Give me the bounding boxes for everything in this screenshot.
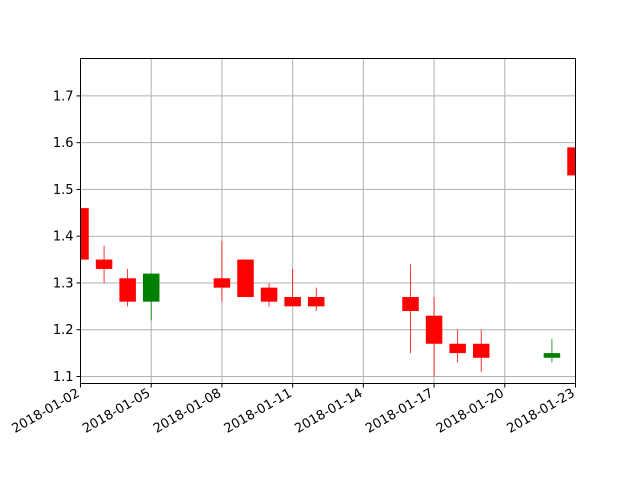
candles [80, 147, 576, 377]
candle [119, 268, 136, 307]
x-tick-label: 2018-01-08 [151, 386, 224, 437]
candle [472, 329, 490, 372]
candle-body [543, 353, 561, 358]
y-tick-label: 1.3 [53, 276, 74, 291]
candle-body [80, 208, 89, 260]
candle [567, 147, 576, 176]
x-tick-label: 2018-01-05 [80, 386, 153, 437]
candle-body [142, 273, 160, 302]
plot-frame [80, 58, 576, 384]
candle-body [213, 278, 231, 288]
x-tick-label: 2018-01-02 [10, 386, 83, 437]
candle [260, 282, 278, 307]
candle-body [237, 259, 254, 297]
candle-body [472, 343, 490, 358]
candle-body [449, 343, 466, 354]
y-tick-label: 1.7 [53, 89, 74, 104]
x-axis: 2018-01-022018-01-052018-01-082018-01-11… [10, 383, 578, 437]
candle-body [402, 296, 419, 312]
candle [213, 240, 231, 302]
candle [237, 259, 254, 297]
y-axis: 1.1 1.2 1.3 1.4 1.5 1.6 1.7 [53, 89, 81, 385]
candle-body [119, 278, 136, 302]
grid [80, 58, 576, 384]
candle-body [425, 315, 443, 344]
x-tick-label: 2018-01-11 [222, 386, 295, 437]
x-tick-label: 2018-01-23 [505, 386, 578, 437]
candle [402, 264, 419, 354]
candle-body [260, 287, 278, 302]
candle [95, 245, 113, 283]
candle [425, 296, 443, 377]
candle [449, 329, 466, 363]
y-tick-label: 1.4 [53, 230, 74, 245]
y-tick-label: 1.6 [53, 136, 74, 151]
x-tick-label: 2018-01-17 [363, 386, 436, 437]
x-tick-label: 2018-01-14 [292, 386, 365, 437]
candle-body [95, 259, 113, 269]
candle [142, 273, 160, 321]
candle [307, 287, 325, 312]
candle [543, 339, 561, 363]
y-tick-label: 1.5 [53, 183, 74, 198]
y-tick-label: 1.1 [53, 370, 74, 385]
candle-body [284, 296, 301, 307]
candle-body [567, 147, 576, 176]
candle [284, 268, 301, 307]
y-tick-label: 1.2 [53, 323, 74, 338]
candle [80, 208, 89, 260]
x-tick-label: 2018-01-20 [434, 386, 507, 437]
candle-body [307, 296, 325, 307]
